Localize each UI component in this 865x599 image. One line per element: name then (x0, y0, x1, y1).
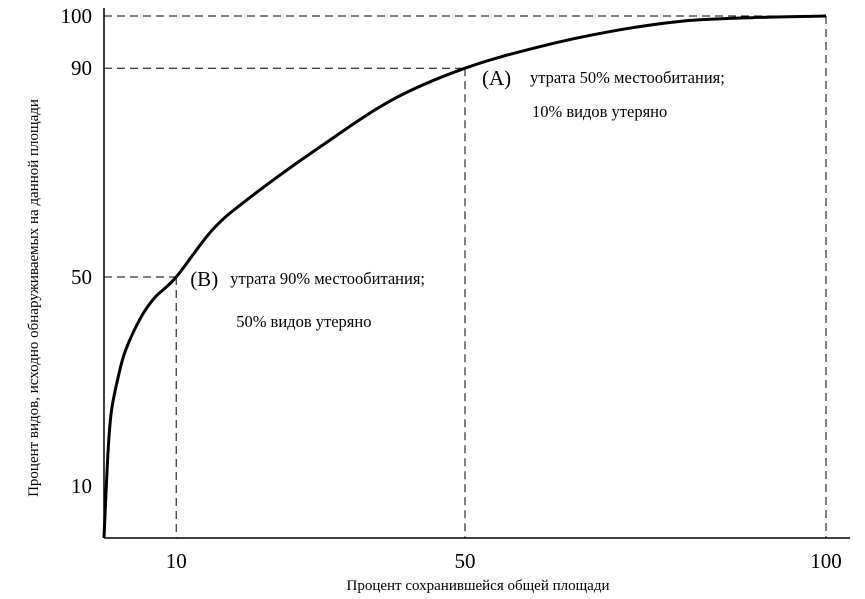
y-axis-label: Процент видов, исходно обнаруживаемых на… (26, 99, 42, 497)
guide-lines (104, 15, 827, 538)
species-area-curve (102, 14, 827, 539)
x-tick-label: 50 (455, 549, 476, 573)
axes (103, 8, 850, 539)
y-tick-label: 10 (71, 474, 92, 498)
x-axis-label: Процент сохранившейся общей площади (347, 578, 610, 594)
annotation-line1: утрата 90% местообитания; (230, 269, 425, 288)
annotations: (A) утрата 50% местообитания; 10% видов ут… (190, 66, 725, 331)
curve-layer (102, 14, 827, 539)
x-tick-label: 10 (166, 549, 187, 573)
y-tick-label: 100 (61, 4, 93, 28)
annotation-tag: (A) (482, 66, 511, 90)
annotation-line2: 10% видов утеряно (532, 102, 667, 121)
tick-labels: 10 50 100 10 50 90 100 (61, 4, 842, 573)
annotation-line2: 50% видов утеряно (236, 312, 371, 331)
annotation-line1: утрата 50% местообитания; (530, 68, 725, 87)
y-tick-label: 90 (71, 56, 92, 80)
x-tick-label: 100 (810, 549, 842, 573)
y-tick-label: 50 (71, 265, 92, 289)
annotation-tag: (B) (190, 267, 218, 291)
